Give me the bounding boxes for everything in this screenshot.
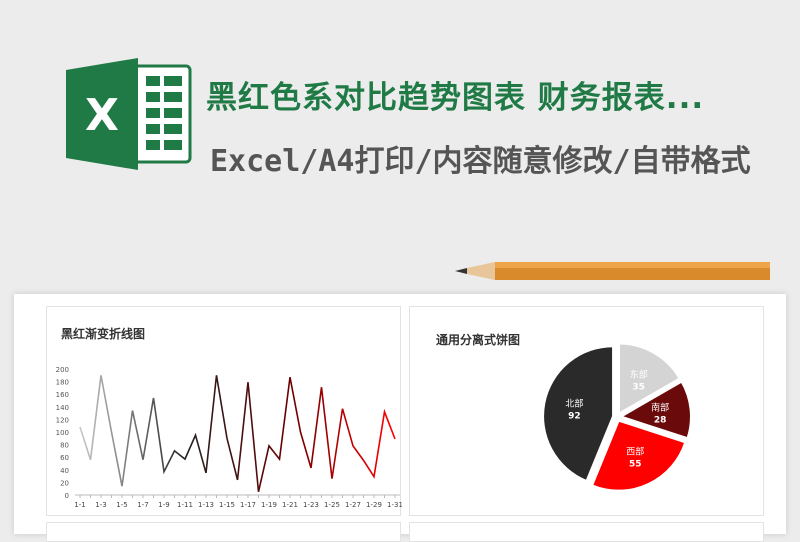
y-tick-label: 120 [56,416,69,424]
y-tick-label: 40 [60,467,69,475]
x-tick-label: 1-11 [177,501,193,509]
x-tick-label: 1-15 [219,501,235,509]
y-tick-label: 100 [56,429,69,437]
x-tick-label: 1-29 [366,501,382,509]
slice-value: 28 [654,415,667,425]
x-tick-label: 1-27 [345,501,361,509]
x-tick-label: 1-7 [137,501,148,509]
y-tick-label: 0 [65,492,69,500]
page-title: 黑红色系对比趋势图表 财务报表... [206,72,704,117]
x-tick-label: 1-25 [324,501,340,509]
y-tick-label: 60 [60,454,69,462]
x-tick-label: 1-31 [387,501,402,509]
x-tick-label: 1-21 [282,501,298,509]
slice-value: 92 [568,412,581,422]
x-tick-label: 1-1 [74,501,85,509]
x-tick-label: 1-3 [95,501,106,509]
slice-label: 东部 [630,368,648,380]
x-tick-label: 1-19 [261,501,277,509]
panel-placeholder [409,522,764,542]
x-tick-label: 1-13 [198,501,214,509]
x-tick-label: 1-17 [240,501,256,509]
x-tick-label: 1-5 [116,501,127,509]
x-tick-label: 1-23 [303,501,319,509]
slice-label: 北部 [565,398,583,410]
pie-chart: 东部 35 南部 28 西部 55 北部 92 [410,307,765,507]
y-tick-label: 160 [56,391,69,399]
line-series [80,375,395,492]
slice-label: 南部 [651,401,669,413]
svg-text:X: X [85,90,119,141]
slice-value: 55 [629,459,642,469]
y-tick-label: 200 [56,366,69,374]
y-tick-label: 180 [56,379,69,387]
y-tick-label: 140 [56,404,69,412]
pencil-icon [455,258,775,284]
excel-logo: X [66,58,192,170]
y-tick-label: 80 [60,442,69,450]
page-subtitle: Excel/A4打印/内容随意修改/自带格式 [210,136,751,180]
slice-label: 西部 [626,445,644,457]
slice-value: 35 [632,382,645,392]
panel-placeholder [46,522,401,542]
line-chart: 0 20 40 60 80 100 120 140 160 180 200 1-1 1-3 1-5 1-7 1… [47,317,402,517]
x-tick-label: 1-9 [158,501,169,509]
y-tick-label: 20 [60,479,69,487]
